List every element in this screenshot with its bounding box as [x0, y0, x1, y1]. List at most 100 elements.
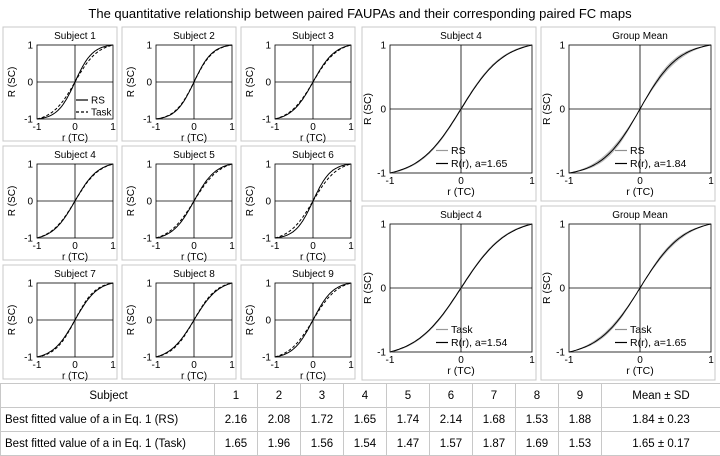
x-tick-label: 1	[348, 360, 354, 371]
y-tick-label: -1	[143, 115, 152, 126]
chart-panel: Subject 6 -1 0 1 -1 0 1 r (TC) R (SC)	[240, 145, 356, 263]
y-tick-label: -1	[377, 348, 386, 359]
y-tick-label: 0	[27, 316, 33, 327]
x-tick-label: 1	[708, 355, 714, 366]
chart-panel: Subject 2 -1 0 1 -1 0 1 r (TC) R (SC)	[121, 26, 237, 144]
y-tick-label: 0	[265, 316, 271, 327]
table-cell: 2.14	[429, 407, 473, 432]
legend-label: R(r), a=1.65	[630, 337, 686, 349]
y-axis-label: R (SC)	[7, 186, 18, 217]
panel-frame	[2, 26, 118, 142]
x-tick-label: 0	[310, 241, 316, 252]
panel-frame	[361, 205, 537, 381]
x-tick-label: -1	[271, 122, 280, 133]
table-cell: 1.96	[257, 431, 301, 456]
table-col-header: 6	[429, 383, 473, 408]
panel-frame	[240, 145, 356, 261]
series-line	[568, 223, 712, 353]
y-tick-label: 0	[27, 197, 33, 208]
table-col-header: 2	[257, 383, 301, 408]
legend-label: RS	[630, 145, 645, 157]
x-tick-label: -1	[565, 176, 574, 187]
chart-panel: Subject 9 -1 0 1 -1 0 1 r (TC) R (SC)	[240, 264, 356, 382]
series-line	[568, 44, 712, 174]
y-tick-label: 1	[27, 41, 33, 52]
table-cell: 1.72	[300, 407, 344, 432]
table-col-header: 7	[472, 383, 516, 408]
y-tick-label: 1	[265, 279, 271, 290]
table-cell: 2.16	[214, 407, 258, 432]
x-tick-label: 0	[310, 360, 316, 371]
x-tick-label: 0	[310, 122, 316, 133]
y-tick-label: -1	[143, 234, 152, 245]
series-line	[155, 282, 233, 358]
series-line	[36, 44, 114, 120]
x-tick-label: -1	[33, 241, 42, 252]
panel-frame	[540, 205, 716, 381]
y-tick-label: -1	[262, 353, 271, 364]
x-tick-label: 1	[110, 241, 116, 252]
panel-frame	[121, 264, 237, 380]
series-line	[36, 163, 114, 239]
y-tick-label: 1	[559, 41, 565, 52]
fitted-parameter-table: Subject 1 2 3 4 5 6 7 8 9 Mean ± SD Best…	[0, 383, 720, 456]
series-line	[36, 44, 114, 120]
x-axis-label: r (TC)	[181, 252, 207, 263]
y-axis-label: R (SC)	[245, 67, 256, 98]
y-tick-label: 1	[380, 41, 386, 52]
y-tick-label: -1	[24, 353, 33, 364]
series-line	[36, 282, 114, 358]
y-tick-label: 1	[380, 220, 386, 231]
y-axis-label: R (SC)	[7, 305, 18, 336]
x-tick-label: 1	[110, 360, 116, 371]
x-tick-label: 0	[458, 176, 464, 187]
panel-frame	[121, 26, 237, 142]
table-col-header: Mean ± SD	[601, 383, 720, 408]
table-header-row: Subject 1 2 3 4 5 6 7 8 9 Mean ± SD	[0, 383, 720, 408]
legend-label: RS	[91, 96, 105, 107]
series-line	[389, 44, 533, 174]
table-row-label: Best fitted value of a in Eq. 1 (RS)	[0, 407, 215, 432]
chart-title: Subject 4	[440, 31, 482, 42]
y-tick-label: 0	[27, 78, 33, 89]
legend-label: RS	[451, 145, 466, 157]
y-tick-label: -1	[377, 169, 386, 180]
y-tick-label: 0	[559, 284, 565, 295]
y-axis-label: R (SC)	[541, 272, 553, 304]
y-tick-label: -1	[24, 234, 33, 245]
x-tick-label: 1	[348, 122, 354, 133]
y-axis-label: R (SC)	[541, 93, 553, 125]
x-tick-label: 0	[637, 176, 643, 187]
y-axis-label: R (SC)	[362, 93, 374, 125]
table-cell: 1.68	[472, 407, 516, 432]
x-axis-label: r (TC)	[626, 365, 653, 377]
chart-panel: Subject 5 -1 0 1 -1 0 1 r (TC) R (SC)	[121, 145, 237, 263]
x-axis-label: r (TC)	[181, 133, 207, 144]
chart-panel: Subject 4 -1 0 1 -1 0 1 r (TC) R (SC)	[2, 145, 118, 263]
y-tick-label: 1	[146, 41, 152, 52]
table-col-header: 1	[214, 383, 258, 408]
panel-frame	[2, 145, 118, 261]
panel-frame	[540, 26, 716, 202]
x-tick-label: 0	[72, 122, 78, 133]
x-tick-label: -1	[565, 355, 574, 366]
chart-panel: Subject 3 -1 0 1 -1 0 1 r (TC) R (SC)	[240, 26, 356, 144]
x-axis-label: r (TC)	[626, 186, 653, 198]
chart-title: Group Mean	[612, 210, 668, 221]
x-tick-label: 1	[348, 241, 354, 252]
y-tick-label: 1	[265, 160, 271, 171]
x-tick-label: 0	[191, 122, 197, 133]
table-col-header: 4	[343, 383, 387, 408]
x-axis-label: r (TC)	[62, 371, 88, 382]
x-axis-label: r (TC)	[300, 371, 326, 382]
chart-title: Subject 3	[292, 31, 334, 42]
series-line	[274, 282, 352, 358]
y-tick-label: 1	[146, 279, 152, 290]
table-cell: 1.65	[214, 431, 258, 456]
table-row: Best fitted value of a in Eq. 1 (Task) 1…	[0, 431, 720, 456]
x-axis-label: r (TC)	[300, 133, 326, 144]
legend-label: Task	[451, 324, 473, 336]
x-tick-label: 1	[229, 122, 235, 133]
x-tick-label: -1	[152, 360, 161, 371]
